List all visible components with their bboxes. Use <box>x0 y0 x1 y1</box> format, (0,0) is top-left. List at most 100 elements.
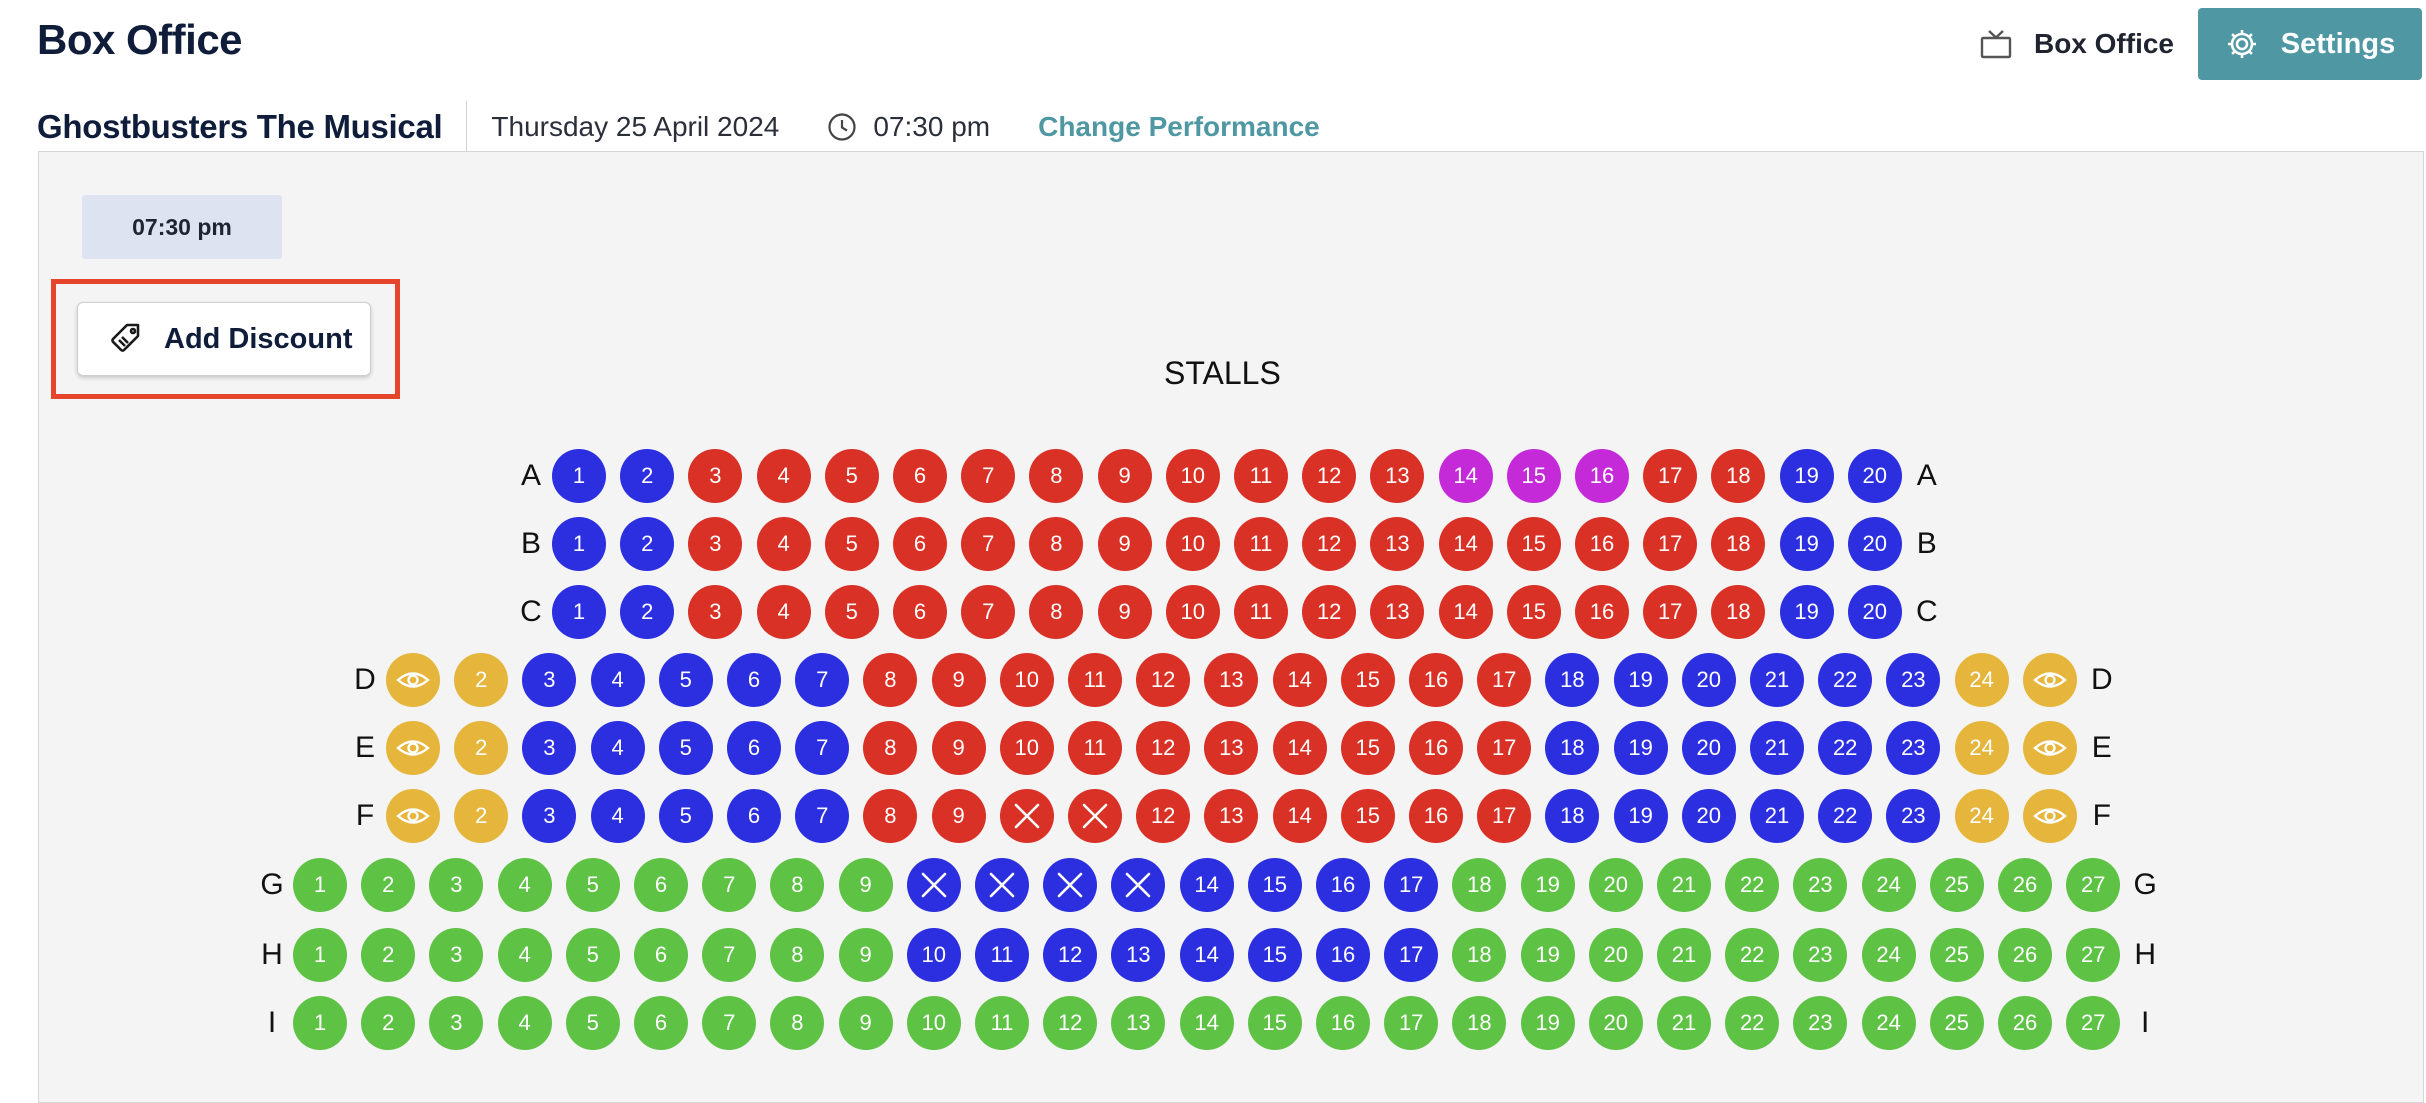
seat[interactable]: 24 <box>1954 721 2009 775</box>
seat[interactable]: 18 <box>1711 449 1766 503</box>
seat[interactable]: 9 <box>838 928 893 982</box>
settings-button[interactable]: Settings <box>2198 8 2422 80</box>
seat[interactable] <box>386 653 440 707</box>
seat[interactable]: 21 <box>1657 928 1711 982</box>
seat[interactable]: 13 <box>1204 721 1259 775</box>
seat[interactable]: 18 <box>1545 721 1600 775</box>
seat[interactable]: 10 <box>999 721 1054 775</box>
seat[interactable]: 26 <box>1998 928 2052 982</box>
seat[interactable]: 5 <box>565 858 620 912</box>
seat[interactable]: 12 <box>1136 789 1191 843</box>
seat[interactable]: 6 <box>893 517 947 571</box>
seat[interactable]: 15 <box>1340 721 1395 775</box>
seat[interactable]: 6 <box>893 449 947 503</box>
seat[interactable]: 25 <box>1929 996 1984 1050</box>
seat[interactable]: 25 <box>1929 858 1984 912</box>
seat[interactable]: 18 <box>1711 517 1766 571</box>
seat[interactable]: 13 <box>1370 517 1425 571</box>
seat[interactable]: 14 <box>1272 721 1327 775</box>
seat[interactable]: 3 <box>522 721 577 775</box>
seat[interactable]: 11 <box>1068 653 1122 707</box>
seat[interactable]: 7 <box>795 789 850 843</box>
seat[interactable]: 6 <box>634 928 688 982</box>
seat[interactable]: 3 <box>522 653 577 707</box>
seat[interactable]: 15 <box>1506 585 1561 639</box>
seat[interactable]: 1 <box>552 517 606 571</box>
seat[interactable]: 16 <box>1575 449 1629 503</box>
seat[interactable]: 20 <box>1588 996 1643 1050</box>
seat[interactable]: 8 <box>863 721 918 775</box>
seat[interactable]: 8 <box>863 789 918 843</box>
seat[interactable]: 17 <box>1477 721 1532 775</box>
seat[interactable]: 13 <box>1204 789 1259 843</box>
seat[interactable]: 3 <box>522 789 577 843</box>
seat[interactable]: 19 <box>1613 789 1668 843</box>
seat[interactable]: 11 <box>975 996 1029 1050</box>
seat[interactable]: 8 <box>770 858 825 912</box>
seat[interactable]: 17 <box>1477 653 1532 707</box>
seat[interactable]: 20 <box>1847 585 1902 639</box>
seat[interactable]: 7 <box>702 928 757 982</box>
seat[interactable]: 12 <box>1043 996 1098 1050</box>
seat[interactable]: 5 <box>824 585 879 639</box>
seat[interactable]: 12 <box>1136 721 1191 775</box>
seat[interactable]: 6 <box>727 789 781 843</box>
seat[interactable]: 27 <box>2066 996 2121 1050</box>
seat[interactable]: 22 <box>1725 928 1780 982</box>
seat[interactable]: 2 <box>454 721 509 775</box>
seat[interactable]: 20 <box>1681 721 1736 775</box>
seat[interactable]: 9 <box>838 858 893 912</box>
seat[interactable]: 21 <box>1657 996 1711 1050</box>
seat[interactable]: 15 <box>1247 928 1302 982</box>
seat[interactable]: 6 <box>727 653 781 707</box>
seat[interactable]: 12 <box>1136 653 1191 707</box>
seat[interactable]: 13 <box>1111 928 1166 982</box>
seat[interactable]: 17 <box>1477 789 1532 843</box>
seat[interactable] <box>1043 858 1098 912</box>
seat[interactable]: 23 <box>1793 928 1848 982</box>
seat[interactable]: 1 <box>293 996 347 1050</box>
seat[interactable] <box>999 789 1054 843</box>
seat[interactable]: 9 <box>1097 517 1152 571</box>
seat[interactable]: 10 <box>906 996 961 1050</box>
seat[interactable]: 21 <box>1750 653 1804 707</box>
seat[interactable]: 5 <box>658 721 713 775</box>
seat[interactable]: 3 <box>688 449 743 503</box>
seat[interactable]: 3 <box>429 928 484 982</box>
seat[interactable]: 8 <box>1029 585 1084 639</box>
seat[interactable]: 9 <box>931 789 986 843</box>
seat[interactable]: 11 <box>1234 585 1288 639</box>
seat[interactable]: 16 <box>1409 721 1463 775</box>
seat[interactable]: 19 <box>1779 517 1834 571</box>
seat[interactable]: 2 <box>361 928 416 982</box>
seat[interactable] <box>386 721 440 775</box>
seat[interactable]: 27 <box>2066 928 2121 982</box>
seat[interactable] <box>2022 721 2077 775</box>
seat[interactable]: 14 <box>1438 585 1493 639</box>
seat[interactable]: 19 <box>1779 585 1834 639</box>
seat[interactable]: 16 <box>1316 858 1370 912</box>
change-performance-link[interactable]: Change Performance <box>1038 111 1320 142</box>
seat[interactable]: 26 <box>1998 996 2052 1050</box>
seat[interactable]: 2 <box>361 996 416 1050</box>
seat[interactable]: 23 <box>1793 996 1848 1050</box>
seat[interactable]: 3 <box>688 517 743 571</box>
seat[interactable]: 9 <box>838 996 893 1050</box>
seat[interactable]: 5 <box>565 996 620 1050</box>
seat[interactable]: 23 <box>1886 789 1941 843</box>
seat[interactable]: 2 <box>620 449 675 503</box>
seat[interactable] <box>2022 789 2077 843</box>
seat[interactable]: 15 <box>1506 517 1561 571</box>
seat[interactable]: 2 <box>620 585 675 639</box>
seat[interactable] <box>2022 653 2077 707</box>
seat[interactable]: 17 <box>1384 928 1439 982</box>
seat[interactable]: 4 <box>497 928 552 982</box>
seat[interactable]: 12 <box>1302 449 1357 503</box>
seat[interactable]: 19 <box>1779 449 1834 503</box>
seat[interactable]: 9 <box>1097 585 1152 639</box>
seat[interactable]: 14 <box>1179 928 1234 982</box>
seat[interactable]: 22 <box>1818 721 1873 775</box>
seat[interactable]: 1 <box>293 858 347 912</box>
seat[interactable]: 17 <box>1643 585 1698 639</box>
box-office-link[interactable]: Box Office <box>1980 28 2174 60</box>
